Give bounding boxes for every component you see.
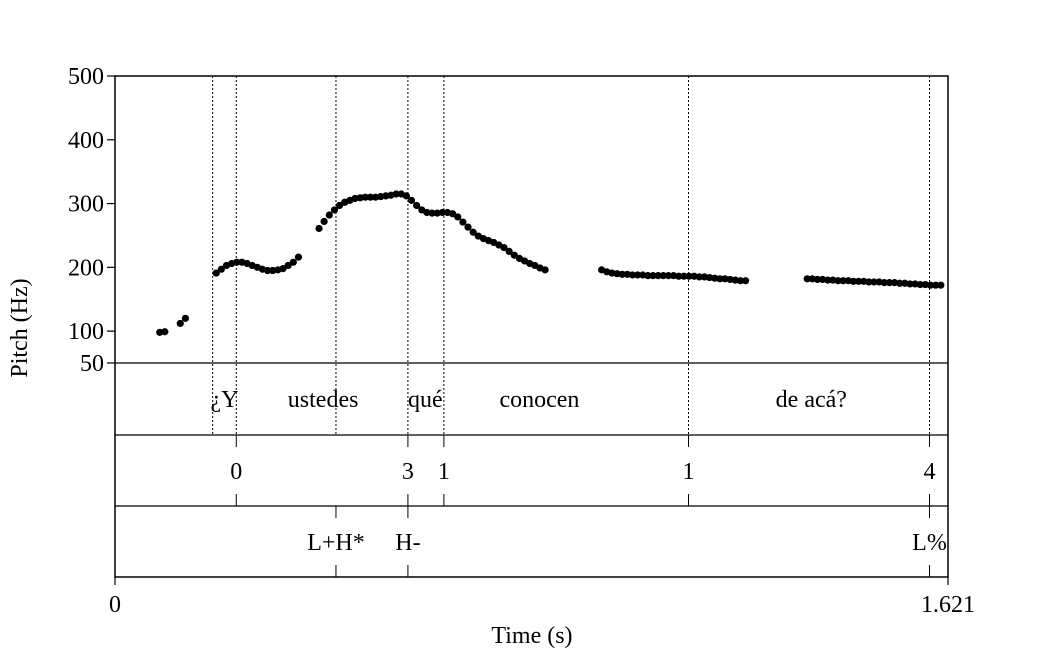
pitch-point (161, 328, 169, 336)
pitch-point (870, 278, 878, 286)
tone-label: L+H* (307, 530, 365, 556)
x-tick-label: 1.621 (921, 592, 975, 618)
pitch-point (885, 279, 894, 287)
break-index-label: 3 (402, 459, 414, 485)
pitch-point (618, 270, 626, 278)
tone-label: L% (912, 530, 947, 556)
plot-border (114, 75, 949, 578)
pitch-point (181, 314, 190, 322)
y-tick-label: 300 (68, 192, 104, 218)
pitch-point (320, 217, 328, 226)
x-axis-title: Time (s) (491, 623, 572, 649)
pitch-point (500, 243, 508, 252)
pitch-point (413, 201, 421, 210)
pitch-point (916, 280, 924, 289)
word-label: conocen (499, 387, 579, 413)
word-label: ¿Y (210, 387, 238, 413)
pitch-point (217, 265, 225, 273)
pitch-point (325, 211, 333, 219)
break-index-label: 1 (438, 459, 450, 485)
pitch-point (541, 266, 549, 274)
pitch-point (680, 272, 688, 280)
pitch-point (407, 196, 416, 204)
pitch-point (659, 272, 667, 280)
pitch-point (454, 213, 462, 221)
pitch-point (685, 272, 693, 280)
pitch-point (736, 277, 744, 285)
pitch-point (849, 277, 858, 285)
boundary-lines (212, 76, 931, 435)
pitch-point (937, 281, 945, 289)
pitch-point (649, 272, 657, 280)
pitch-point (366, 193, 374, 201)
pitch-point (664, 272, 673, 280)
pitch-point (212, 269, 220, 277)
pitch-point (654, 272, 662, 280)
pitch-point (906, 280, 914, 288)
pitch-point (449, 210, 457, 218)
pitch-point (803, 275, 811, 283)
pitch-point (695, 273, 703, 281)
pitch-point (634, 271, 642, 279)
pitch-point (926, 281, 935, 289)
x-tick-label: 0 (109, 592, 121, 618)
pitch-point (315, 224, 323, 233)
y-tick-label: 50 (80, 351, 104, 377)
tone-label: H- (395, 530, 420, 556)
pitch-point (176, 319, 184, 328)
pitch-point (741, 277, 750, 285)
pitch-point (279, 265, 287, 273)
pitch-point (402, 192, 410, 200)
y-tick-label: 500 (68, 64, 104, 90)
break-index-label: 1 (682, 459, 694, 485)
pitch-point (428, 209, 436, 217)
word-label: qué (408, 387, 443, 413)
pitch-point (233, 258, 241, 266)
pitch-point (628, 271, 637, 279)
pitch-point (839, 277, 847, 285)
y-tick-label: 200 (68, 255, 104, 281)
pitch-point (880, 279, 888, 287)
pitch-point (716, 275, 724, 283)
pitch-point (854, 277, 863, 285)
pitch-point (289, 258, 297, 266)
break-index-label: 4 (924, 459, 936, 485)
pitch-point (469, 228, 477, 236)
y-tick-label: 400 (68, 128, 104, 154)
pitch-points (156, 190, 945, 336)
y-axis-title: Pitch (Hz) (7, 278, 33, 377)
plot-frame (114, 75, 949, 578)
pitch-point (459, 218, 467, 226)
pitch-point (824, 276, 832, 284)
pitch-point (865, 278, 873, 286)
pitch-point (284, 261, 292, 270)
y-tick-label: 100 (68, 319, 104, 345)
word-label: de acá? (776, 387, 847, 413)
pitch-point (834, 277, 842, 285)
pitch-point (644, 272, 652, 280)
break-index-label: 0 (230, 459, 242, 485)
pitch-point (392, 190, 400, 198)
pitch-point (361, 193, 369, 201)
pitch-point (505, 247, 513, 255)
pitch-point (932, 281, 940, 289)
pitch-point (675, 272, 683, 280)
annotation-tiers: ¿Y ustedes qué conocen de acá?0 3 1 1 4L+H* H- L% (210, 387, 947, 577)
pitch-point (294, 253, 303, 261)
pitch-point (330, 206, 339, 214)
pitch-point (813, 275, 822, 284)
pitch-point (510, 251, 518, 259)
word-label: ustedes (288, 387, 359, 413)
pitch-point (438, 208, 446, 217)
pitch-point (264, 266, 272, 275)
pitch-point (335, 201, 344, 210)
pitch-point (464, 223, 472, 231)
pitch-point (896, 279, 904, 287)
